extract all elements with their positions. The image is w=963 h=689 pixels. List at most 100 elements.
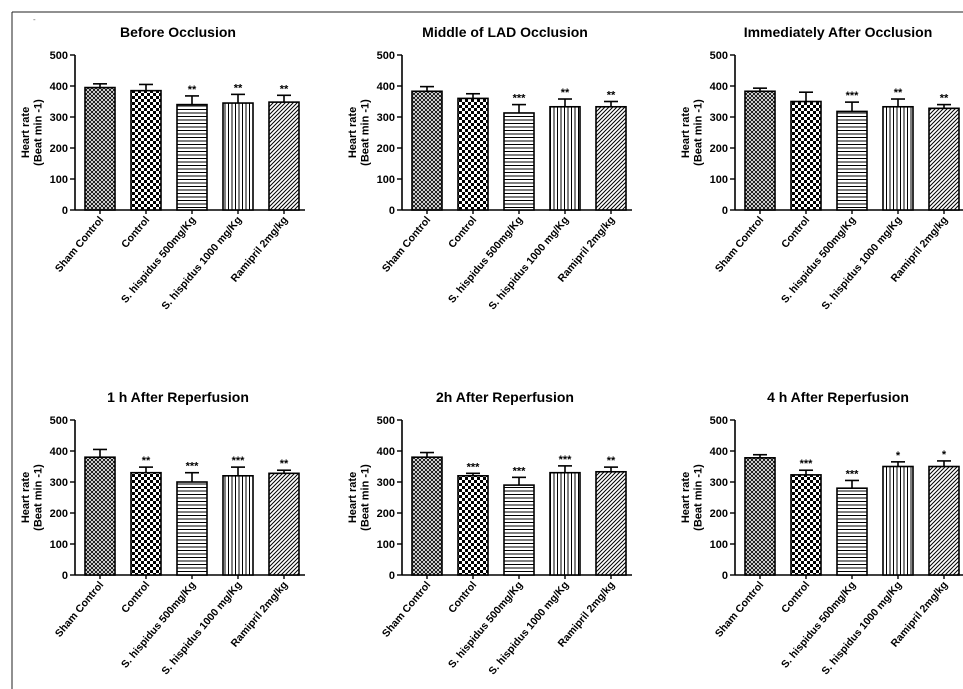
y-axis-label: Heart rate(Beat min -1): [347, 99, 372, 166]
category-label: S. hispidus 1000 mg/Kg: [159, 214, 244, 312]
y-tick-label: 0: [389, 205, 395, 217]
bar: [268, 101, 300, 211]
y-tick-label: 500: [710, 415, 728, 427]
bar: [411, 456, 443, 576]
y-tick-label: 0: [62, 570, 68, 582]
significance-label: ***: [513, 465, 527, 477]
significance-label: *: [942, 449, 947, 461]
bar: [176, 481, 208, 576]
chart-title: 4 h After Reperfusion: [767, 389, 909, 405]
bar: [882, 105, 914, 211]
y-axis-label-line: Heart rate: [347, 472, 359, 523]
bar: [411, 90, 443, 211]
y-tick-label: 300: [710, 477, 728, 489]
bar: [790, 474, 822, 576]
y-tick-label: 400: [710, 446, 728, 458]
y-tick-label: 200: [377, 508, 395, 520]
bar: [595, 105, 627, 211]
y-axis-label: Heart rate(Beat min -1): [20, 464, 45, 531]
y-axis-label-line: (Beat min -1): [359, 464, 371, 531]
y-tick-label: 400: [50, 81, 68, 93]
y-tick-label: 500: [377, 50, 395, 62]
bar: [176, 103, 208, 211]
significance-label: ***: [467, 461, 481, 473]
bar: [744, 90, 776, 211]
corner-marker: -: [33, 15, 36, 24]
y-tick-label: 300: [377, 112, 395, 124]
y-tick-label: 100: [710, 174, 728, 186]
y-tick-label: 500: [50, 50, 68, 62]
chart-title: Middle of LAD Occlusion: [422, 24, 588, 40]
bar: [882, 465, 914, 576]
bar: [503, 112, 535, 211]
y-tick-label: 200: [710, 143, 728, 155]
y-tick-label: 200: [50, 143, 68, 155]
significance-label: ***: [800, 458, 814, 470]
chart-title: Immediately After Occlusion: [744, 24, 933, 40]
y-tick-label: 0: [722, 570, 728, 582]
category-label: Sham Control: [713, 214, 766, 275]
bar: [549, 471, 581, 576]
y-axis-label-line: Heart rate: [680, 107, 692, 158]
bar: [928, 107, 960, 211]
y-axis-label-line: Heart rate: [20, 472, 32, 523]
category-label: Control: [779, 214, 812, 250]
chart-title: Before Occlusion: [120, 24, 236, 40]
y-axis-label: Heart rate(Beat min -1): [347, 464, 372, 531]
y-tick-label: 300: [50, 112, 68, 124]
y-tick-label: 0: [722, 205, 728, 217]
y-tick-label: 200: [377, 143, 395, 155]
significance-label: **: [142, 455, 151, 467]
bar: [84, 456, 116, 576]
y-tick-label: 500: [377, 415, 395, 427]
significance-label: **: [894, 87, 903, 99]
significance-label: **: [607, 90, 616, 102]
y-tick-label: 500: [710, 50, 728, 62]
y-axis-label-line: Heart rate: [347, 107, 359, 158]
significance-label: ***: [846, 468, 860, 480]
category-label: Sham Control: [53, 579, 106, 640]
category-label: Control: [446, 214, 479, 250]
bar: [503, 484, 535, 576]
y-axis-label-line: (Beat min -1): [692, 464, 704, 531]
bar: [549, 105, 581, 211]
significance-label: **: [280, 83, 289, 95]
category-label: Sham Control: [380, 214, 433, 275]
bar: [928, 465, 960, 576]
y-tick-label: 300: [377, 477, 395, 489]
significance-label: ***: [559, 454, 573, 466]
chart-panel-1: Before Occlusion Heart rate(Beat min -1) 0…: [20, 24, 305, 312]
y-tick-label: 0: [389, 570, 395, 582]
y-tick-label: 0: [62, 205, 68, 217]
chart-panel-6: 4 h After Reperfusion Heart rate(Beat min…: [680, 389, 963, 677]
y-tick-label: 400: [377, 446, 395, 458]
bar: [836, 487, 868, 576]
chart-panel-5: 2h After Reperfusion Heart rate(Beat min …: [347, 389, 632, 677]
category-label: Control: [446, 579, 479, 615]
category-label: S. hispidus 1000 mg/Kg: [486, 214, 571, 312]
category-label: Sham Control: [53, 214, 106, 275]
y-tick-label: 100: [377, 539, 395, 551]
bar: [744, 457, 776, 576]
bar: [790, 100, 822, 211]
significance-label: **: [234, 82, 243, 94]
category-label: Control: [119, 214, 152, 250]
category-label: S. hispidus 1000 mg/Kg: [159, 579, 244, 677]
bar: [130, 89, 162, 211]
y-tick-label: 500: [50, 415, 68, 427]
y-tick-label: 400: [50, 446, 68, 458]
category-label: S. hispidus 1000 mg/Kg: [486, 579, 571, 677]
significance-label: ***: [846, 90, 860, 102]
category-label: Sham Control: [380, 579, 433, 640]
y-tick-label: 200: [710, 508, 728, 520]
y-axis-label: Heart rate(Beat min -1): [680, 464, 705, 531]
y-tick-label: 200: [50, 508, 68, 520]
chart-panel-2: Middle of LAD Occlusion Heart rate(Beat m…: [347, 24, 632, 312]
bar: [84, 86, 116, 211]
significance-label: **: [188, 84, 197, 96]
y-axis-label-line: (Beat min -1): [692, 99, 704, 166]
y-axis-label: Heart rate(Beat min -1): [20, 99, 45, 166]
chart-panel-4: 1 h After Reperfusion Heart rate(Beat min…: [20, 389, 305, 677]
